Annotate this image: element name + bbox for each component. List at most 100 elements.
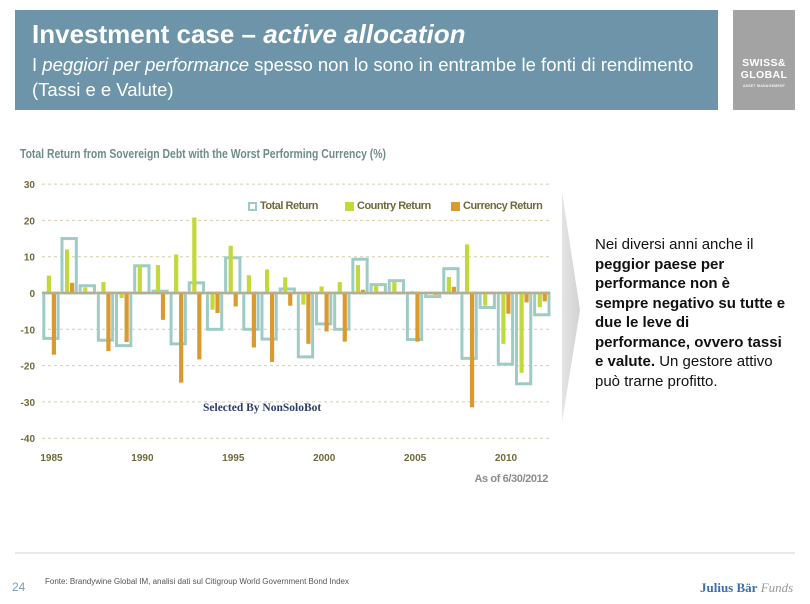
currency-return-bar	[360, 289, 366, 293]
side-commentary: Nei diversi anni anche il peggior paese p…	[595, 235, 810, 391]
country-return-bar	[392, 281, 397, 293]
country-return-bar	[483, 293, 488, 306]
country-return-bar	[174, 254, 179, 293]
side-text-normal: può trarne profitto.	[595, 372, 718, 390]
country-return-bar	[374, 286, 379, 293]
currency-return-bar	[288, 293, 293, 306]
country-return-bar	[355, 265, 361, 293]
currency-return-bar	[69, 282, 75, 293]
currency-return-bar	[269, 293, 275, 362]
logo-line-3: ASSET MANAGEMENT	[742, 84, 786, 88]
country-return-bar	[464, 244, 470, 293]
side-text-bold: e valute.	[595, 353, 656, 370]
country-return-bar	[137, 265, 142, 293]
currency-return-bar	[233, 293, 238, 307]
country-return-bar	[46, 275, 51, 293]
y-tick-label: -20	[21, 362, 36, 373]
legend-orange-swatch-icon	[451, 202, 460, 211]
side-text-bold: peggior paese per	[595, 255, 725, 273]
slide-title-plain: Investment case –	[32, 19, 264, 49]
country-return-bar	[301, 293, 306, 305]
currency-return-bar	[342, 293, 347, 342]
side-text-line: peggior paese per	[595, 255, 810, 275]
legend-label: Total Return	[260, 200, 318, 212]
country-return-bar	[155, 265, 161, 293]
arrow-shape	[562, 192, 580, 422]
side-text-bold: due le leve di	[595, 314, 690, 331]
country-return-bar	[519, 293, 524, 373]
currency-return-bar	[306, 293, 311, 344]
currency-return-bar	[215, 293, 220, 313]
currency-return-bar	[415, 293, 420, 342]
country-return-bar	[192, 217, 197, 293]
currency-return-bar	[524, 293, 529, 303]
logo-line-1: SWISS&	[742, 57, 786, 69]
as-of-date: As of 6/30/2012	[474, 473, 549, 485]
country-return-bar	[264, 269, 270, 293]
currency-return-bar	[506, 293, 511, 314]
footer-divider	[15, 552, 795, 554]
side-text-bold: performance non è	[595, 275, 731, 292]
side-text-line: e valute. Un gestore attivo	[595, 352, 810, 372]
x-tick-label: 2005	[404, 453, 427, 464]
side-text-line: può trarne profitto.	[595, 372, 810, 392]
country-return-bar	[537, 293, 542, 308]
country-return-bar	[119, 293, 124, 299]
source-note: Fonte: Brandywine Global IM, analisi dat…	[45, 577, 350, 586]
slide-subtitle: I peggiori per performance spesso non lo…	[32, 52, 712, 102]
page-number: 24	[12, 580, 26, 594]
country-return-bar	[64, 249, 70, 293]
julius-baer-logo: Julius Bär Funds	[700, 580, 793, 596]
country-return-bar	[501, 293, 506, 344]
currency-return-bar	[197, 293, 202, 360]
logo-line-2: GLOBAL	[740, 69, 788, 81]
side-text-line: performance, ovvero tassi	[595, 333, 810, 353]
legend-outline-swatch-icon	[248, 202, 257, 211]
x-tick-label: 2010	[495, 453, 518, 464]
currency-return-bar	[451, 286, 456, 293]
bars	[42, 217, 551, 408]
x-tick-label: 1990	[131, 453, 154, 464]
country-return-bar	[228, 245, 233, 293]
x-tick-label: 2000	[313, 453, 336, 464]
side-text-line: Nei diversi anni anche il	[595, 235, 810, 255]
side-text-normal: Nei diversi anni anche il	[595, 236, 754, 253]
subtitle-prefix: I	[32, 54, 43, 75]
currency-return-bar	[251, 293, 256, 348]
y-tick-label: -10	[21, 325, 36, 336]
legend-green-swatch-icon	[345, 202, 354, 211]
y-tick-label: -30	[21, 398, 36, 409]
y-tick-label: 20	[24, 216, 36, 227]
currency-return-bar	[160, 293, 166, 320]
country-return-bar	[210, 293, 215, 310]
swiss-global-logo: SWISS& GLOBAL ASSET MANAGEMENT	[733, 10, 795, 110]
chevron-right-arrow-icon	[562, 192, 580, 422]
country-return-bar	[446, 277, 451, 293]
country-return-bar	[337, 282, 342, 293]
side-text-line: sempre negativo su tutte e	[595, 294, 810, 314]
currency-return-bar	[106, 293, 111, 352]
side-text-line: performance non è	[595, 274, 810, 294]
currency-return-bar	[124, 293, 129, 343]
side-text-normal: Un gestore attivo	[655, 353, 773, 370]
currency-return-bar	[51, 293, 56, 355]
x-tick-label: 1995	[222, 453, 245, 464]
country-return-bar	[319, 286, 324, 293]
subtitle-rest: spesso non lo sono in entrambe le fonti …	[32, 54, 694, 100]
country-return-bar	[283, 277, 288, 293]
y-tick-label: 30	[24, 180, 36, 191]
chart-title: Total Return from Sovereign Debt with th…	[20, 146, 386, 161]
currency-return-bar	[469, 293, 475, 408]
country-return-bar	[83, 287, 88, 293]
legend-label: Country Return	[357, 200, 431, 212]
watermark: Selected By NonSoloBot	[203, 402, 322, 414]
currency-return-bar	[179, 293, 184, 383]
side-text-bold: performance, ovvero tassi	[595, 333, 782, 351]
x-tick-label: 1985	[40, 453, 63, 464]
slide-title: Investment case – active allocation	[32, 18, 466, 50]
country-return-bar	[246, 275, 251, 293]
y-tick-label: 10	[24, 253, 36, 264]
currency-return-bar	[324, 293, 329, 332]
